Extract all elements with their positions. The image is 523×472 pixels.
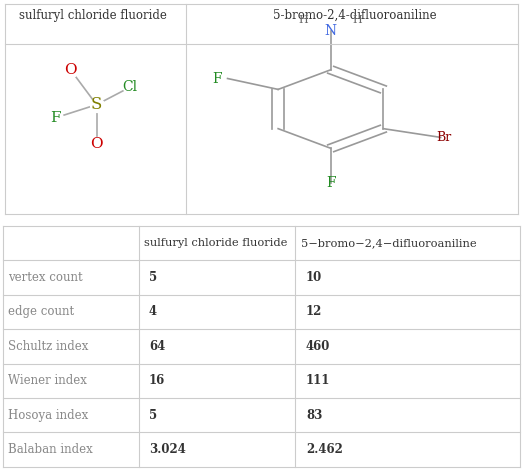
Text: 16: 16 (149, 374, 165, 387)
Text: vertex count: vertex count (8, 271, 83, 284)
Text: 5: 5 (149, 409, 157, 421)
Text: 5-bromo-2,4-difluoroaniline: 5-bromo-2,4-difluoroaniline (272, 8, 436, 22)
Text: Cl: Cl (122, 80, 138, 94)
Text: 10: 10 (306, 271, 322, 284)
Text: Schultz index: Schultz index (8, 340, 88, 353)
Text: 83: 83 (306, 409, 322, 421)
Text: 4: 4 (149, 305, 157, 318)
Text: F: F (50, 111, 61, 125)
Text: O: O (64, 63, 77, 77)
Text: 2.462: 2.462 (306, 443, 343, 456)
Text: 460: 460 (306, 340, 331, 353)
Text: 12: 12 (306, 305, 322, 318)
Text: H: H (299, 15, 309, 25)
Text: 5−bromo−2,4−difluoroaniline: 5−bromo−2,4−difluoroaniline (301, 238, 476, 248)
Text: Br: Br (436, 131, 452, 144)
Text: Hosoya index: Hosoya index (8, 409, 88, 421)
Text: H: H (353, 15, 362, 25)
Text: N: N (325, 24, 337, 38)
Text: S: S (91, 96, 102, 113)
Text: F: F (326, 176, 336, 190)
Text: edge count: edge count (8, 305, 74, 318)
Text: Balaban index: Balaban index (8, 443, 93, 456)
Text: sulfuryl chloride fluoride: sulfuryl chloride fluoride (19, 8, 167, 22)
Text: O: O (90, 137, 103, 151)
Text: 64: 64 (149, 340, 165, 353)
Text: sulfuryl chloride fluoride: sulfuryl chloride fluoride (144, 238, 287, 248)
Text: 3.024: 3.024 (149, 443, 186, 456)
Text: 111: 111 (306, 374, 331, 387)
Text: Wiener index: Wiener index (8, 374, 87, 387)
Text: 5: 5 (149, 271, 157, 284)
Text: F: F (213, 71, 222, 85)
